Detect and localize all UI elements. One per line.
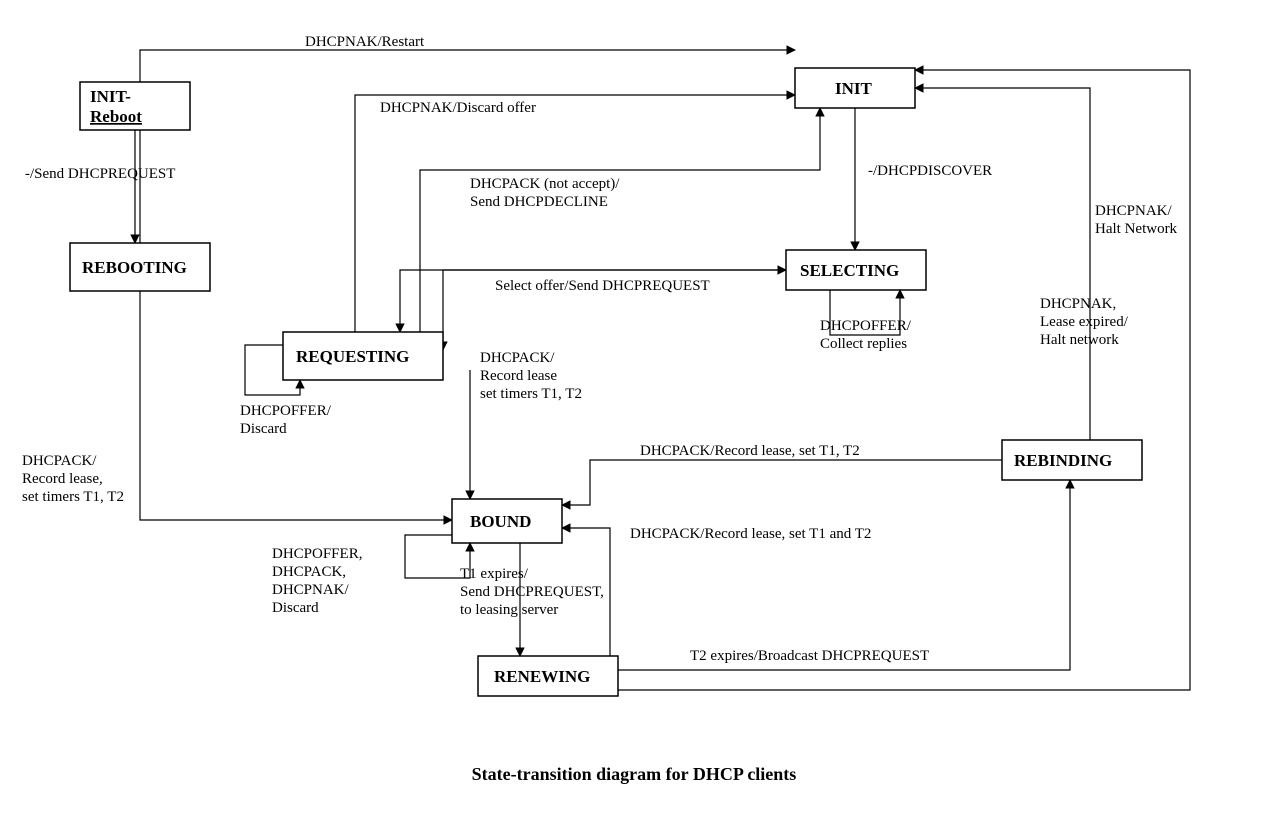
edge-label: Select offer/Send DHCPREQUEST [495, 278, 710, 294]
edge-rebinding-bound [562, 460, 1002, 505]
svg-text:REBINDING: REBINDING [1014, 451, 1112, 470]
edge-label: -/Send DHCPREQUEST [25, 166, 175, 182]
edge-rebinding-init [915, 88, 1090, 440]
svg-text:INIT: INIT [835, 79, 873, 98]
edge-requesting-init-nak [355, 95, 795, 332]
edge-label: DHCPNAK/ Halt Network [1095, 203, 1178, 237]
edge-requesting-init-decline [420, 108, 820, 332]
edge-label: DHCPACK/Record lease, set T1, T2 [640, 443, 860, 459]
edge-label: T1 expires/ Send DHCPREQUEST, to leasing… [460, 566, 608, 618]
edge-label: DHCPACK/ Record lease set timers T1, T2 [480, 350, 582, 402]
svg-text:REBOOTING: REBOOTING [82, 258, 187, 277]
edge-label: DHCPACK/ Record lease, set timers T1, T2 [22, 453, 124, 505]
edge-label: DHCPACK (not accept)/ Send DHCPDECLINE [470, 176, 623, 210]
node-requesting: REQUESTING [283, 332, 443, 380]
svg-text:RENEWING: RENEWING [494, 667, 590, 686]
node-renewing: RENEWING [478, 656, 618, 696]
node-bound: BOUND [452, 499, 562, 543]
dhcp-state-diagram: DHCPNAK/Restart DHCPNAK/Discard offer DH… [0, 0, 1268, 827]
edge-label: DHCPOFFER, DHCPACK, DHCPNAK/ Discard [272, 546, 366, 616]
edge-label: DHCPNAK, Lease expired/ Halt network [1040, 296, 1132, 348]
svg-text:SELECTING: SELECTING [800, 261, 899, 280]
edge-renewing-rebinding [618, 480, 1070, 670]
node-init: INIT [795, 68, 915, 108]
edge-label: DHCPNAK/Restart [305, 34, 425, 50]
edge-label: DHCPACK/Record lease, set T1 and T2 [630, 526, 871, 542]
edge-label: T2 expires/Broadcast DHCPREQUEST [690, 648, 929, 664]
diagram-caption: State-transition diagram for DHCP client… [472, 764, 797, 784]
node-rebooting: REBOOTING [70, 243, 210, 291]
node-rebinding: REBINDING [1002, 440, 1142, 480]
node-selecting: SELECTING [786, 250, 926, 290]
edge-label: DHCPOFFER/ Discard [240, 403, 335, 437]
edge-rebooting-init-nak [140, 50, 795, 243]
node-init-reboot: INIT-Reboot [80, 82, 190, 130]
edge-label: DHCPNAK/Discard offer [380, 100, 536, 116]
svg-text:REQUESTING: REQUESTING [296, 347, 409, 366]
edge-label: -/DHCPDISCOVER [868, 163, 992, 179]
svg-text:BOUND: BOUND [470, 512, 531, 531]
